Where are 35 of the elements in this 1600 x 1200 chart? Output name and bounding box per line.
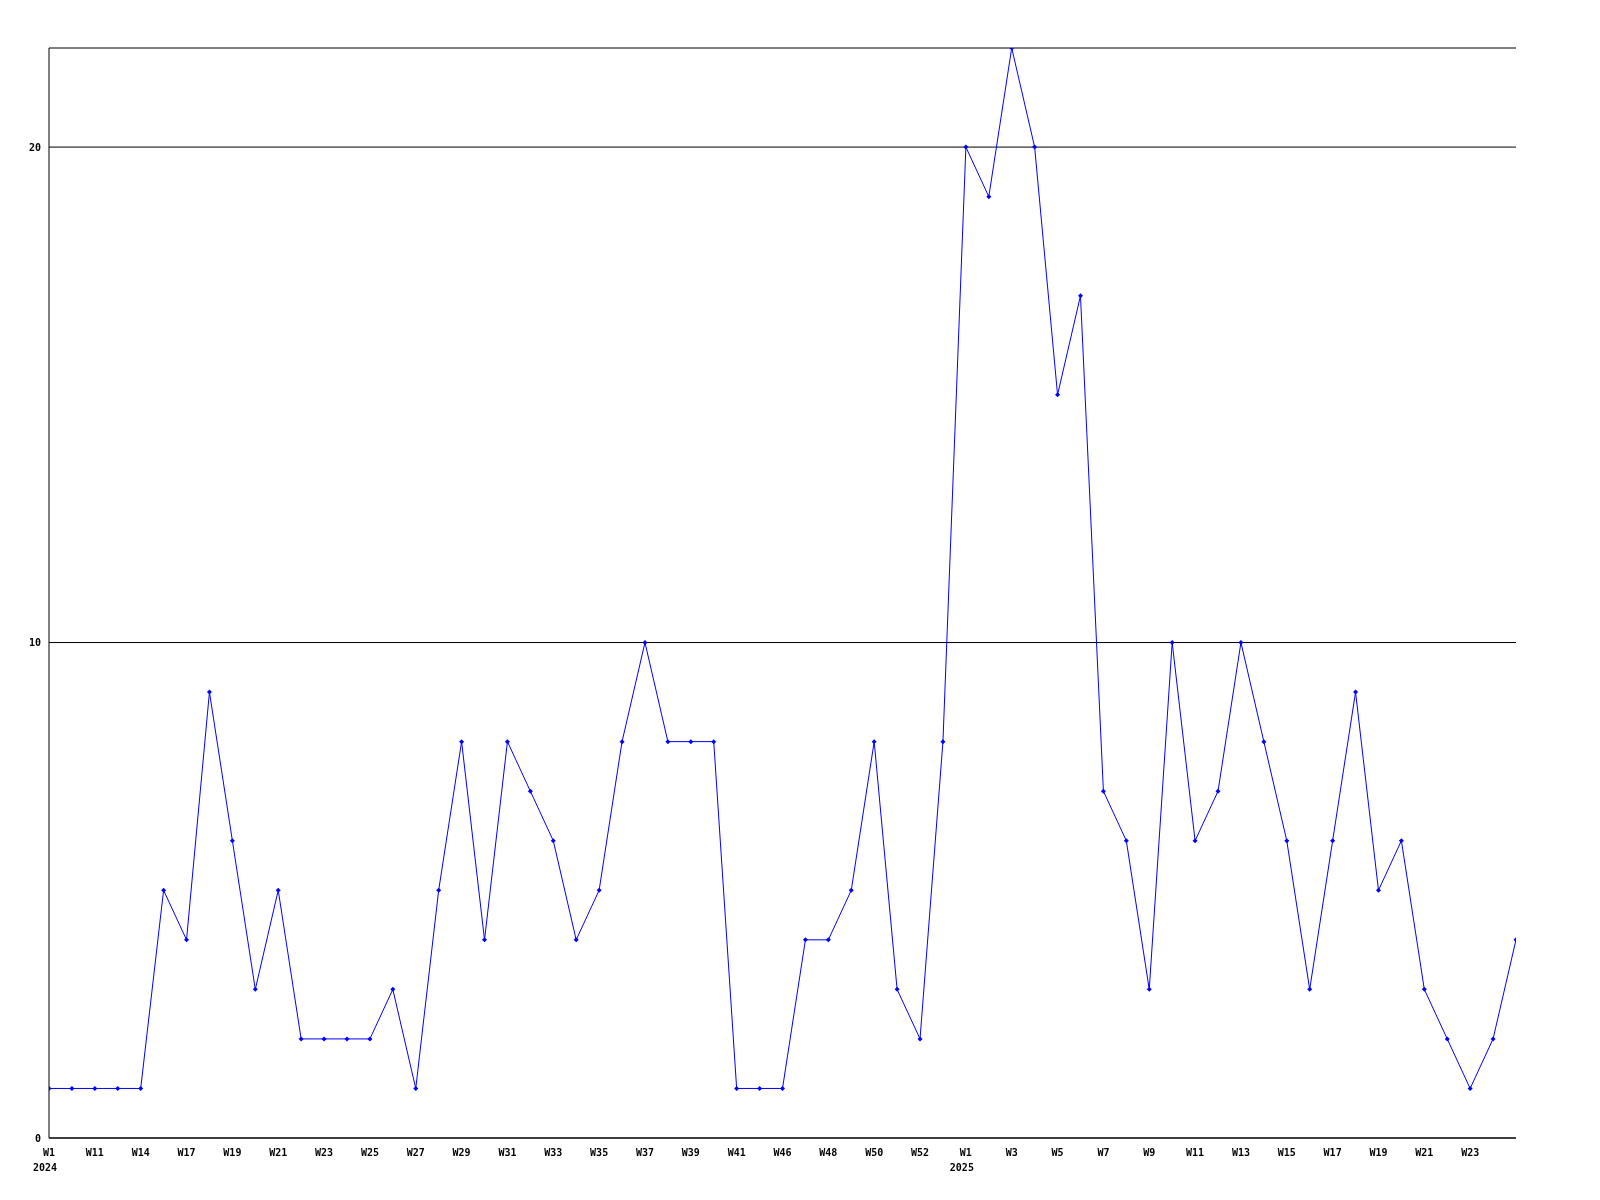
x-tick-label: W33 <box>544 1147 563 1158</box>
x-tick-label: W17 <box>177 1147 196 1158</box>
x-tick-label: W29 <box>452 1147 471 1158</box>
x-tick-label: W23 <box>315 1147 334 1158</box>
x-tick-label: W19 <box>223 1147 242 1158</box>
x-tick-label: W9 <box>1143 1147 1156 1158</box>
x-tick-label: W41 <box>727 1147 746 1158</box>
x-tick-label: W5 <box>1051 1147 1064 1158</box>
x-tick-label: W37 <box>635 1147 654 1158</box>
x-tick-label: W31 <box>498 1147 517 1158</box>
x-tick-label: W46 <box>773 1147 792 1158</box>
x-tick-label: W50 <box>865 1147 884 1158</box>
x-tick-label: W19 <box>1369 1147 1388 1158</box>
y-tick-label: 20 <box>28 141 41 153</box>
x-tick-label: W11 <box>85 1147 104 1158</box>
x-tick-label: W39 <box>681 1147 700 1158</box>
x-tick-label: W25 <box>360 1147 379 1158</box>
x-tick-label: W1 2024 <box>32 1147 58 1173</box>
x-tick-label: W23 <box>1461 1147 1480 1158</box>
x-tick-label: W1 2025 <box>949 1147 974 1173</box>
x-tick-label: W35 <box>590 1147 609 1158</box>
x-tick-label: W13 <box>1231 1147 1250 1158</box>
x-tick-label: W48 <box>819 1147 838 1158</box>
x-tick-label: W7 <box>1097 1147 1110 1158</box>
x-tick-label: W15 <box>1277 1147 1296 1158</box>
x-tick-label: W3 <box>1005 1147 1018 1158</box>
y-tick-label: 0 <box>34 1132 41 1144</box>
x-tick-label: W14 <box>131 1147 150 1158</box>
x-tick-label: W11 <box>1186 1147 1205 1158</box>
y-tick-label: 10 <box>28 637 41 649</box>
x-tick-label: W52 <box>911 1147 930 1158</box>
x-tick-label: W17 <box>1323 1147 1342 1158</box>
x-tick-label: W21 <box>1415 1147 1434 1158</box>
x-tick-label: W21 <box>269 1147 288 1158</box>
x-tick-label: W27 <box>406 1147 425 1158</box>
